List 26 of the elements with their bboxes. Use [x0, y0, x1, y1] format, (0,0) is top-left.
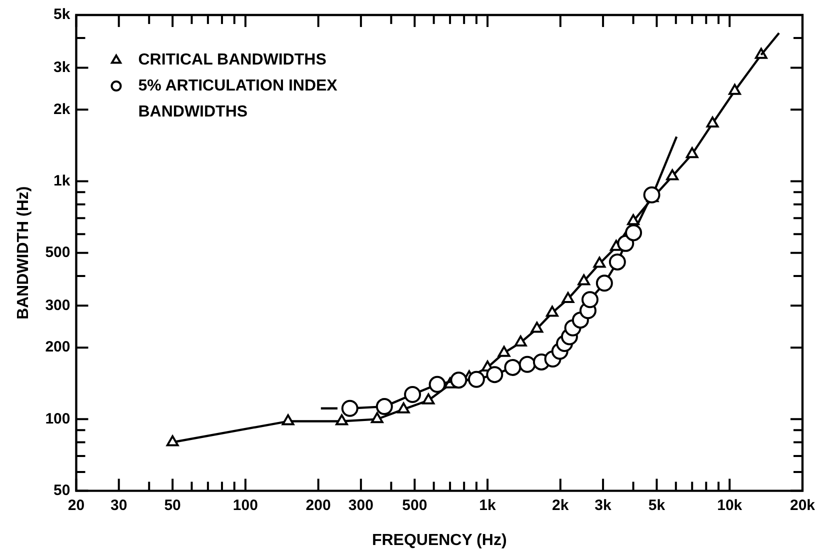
y-tick-label: 500 — [45, 244, 70, 262]
legend-label: 5% ARTICULATION INDEX BANDWIDTHS — [138, 77, 338, 120]
y-tick-label: 200 — [45, 338, 70, 356]
y-tick-label: 1k — [54, 172, 71, 190]
y-tick-label: 5k — [54, 6, 71, 24]
x-tick-label: 20 — [68, 496, 85, 514]
x-tick-label: 10k — [717, 496, 743, 514]
y-tick-label: 50 — [54, 482, 70, 499]
x-tick-label: 30 — [110, 496, 128, 514]
y-tick-label: 100 — [45, 410, 70, 428]
x-tick-label: 100 — [232, 496, 258, 514]
y-tick-label: 2k — [54, 100, 71, 118]
x-tick-label: 5k — [648, 496, 666, 514]
x-tick-label: 20k — [790, 496, 816, 514]
x-tick-label: 200 — [306, 496, 331, 514]
y-tick-label: 3k — [54, 58, 71, 76]
x-tick-label: 300 — [348, 496, 374, 514]
x-tick-label: 2k — [552, 496, 570, 514]
y-tick-label: 300 — [45, 296, 70, 314]
y-axis-title: BANDWIDTH (Hz) — [15, 186, 32, 320]
x-axis-title: FREQUENCY (Hz) — [372, 532, 507, 549]
x-tick-label: 1k — [479, 496, 497, 514]
x-tick-label: 3k — [594, 496, 612, 514]
x-tick-label: 50 — [164, 496, 181, 514]
x-tick-label: 500 — [402, 496, 428, 514]
legend-label: CRITICAL BANDWIDTHS — [138, 51, 327, 68]
